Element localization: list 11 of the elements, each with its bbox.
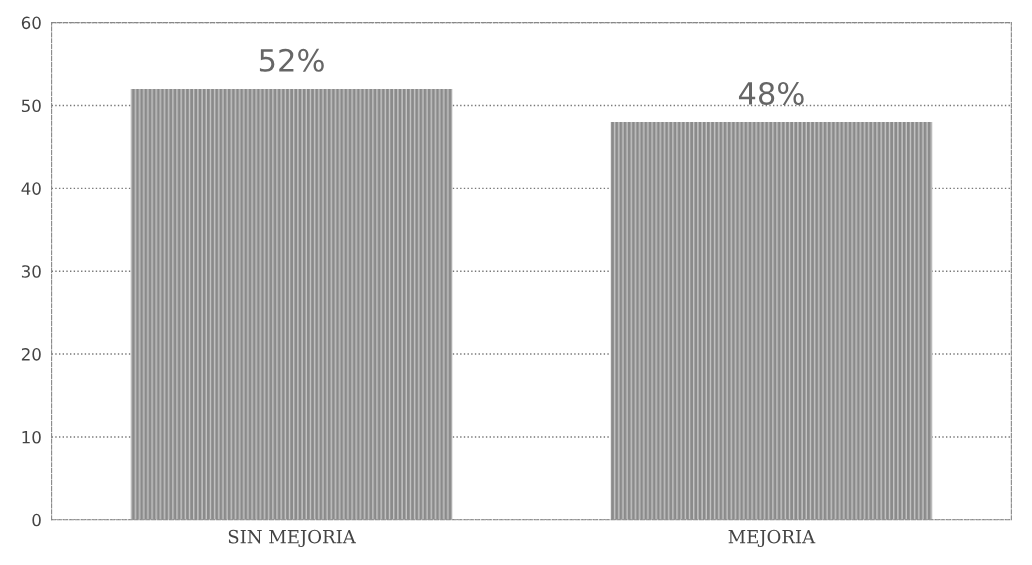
x-tick-label: SIN MEJORIA: [228, 529, 356, 547]
y-tick-label: 40: [21, 182, 41, 195]
x-tick-label: MEJORIA: [728, 529, 816, 547]
y-tick-label: 50: [21, 99, 41, 113]
y-tick-label: 0: [32, 513, 41, 527]
data-label: 52%: [259, 48, 324, 72]
y-tick-label: 20: [21, 348, 41, 361]
data-label: 48%: [738, 81, 804, 106]
y-tick-label: 10: [22, 430, 41, 444]
y-tick-label: 60: [21, 16, 41, 30]
y-tick-label: 30: [21, 265, 41, 278]
